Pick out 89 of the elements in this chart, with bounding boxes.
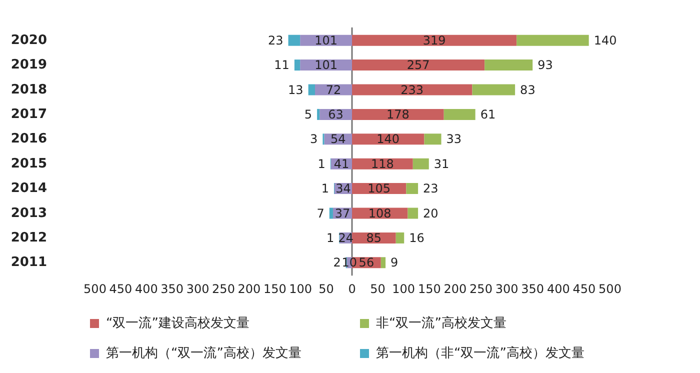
bar — [380, 257, 386, 268]
x-tick-label: 250 — [470, 282, 492, 296]
bar — [424, 134, 442, 145]
x-tick-label: 200 — [238, 282, 261, 296]
bar — [408, 208, 418, 219]
bar — [308, 84, 315, 96]
data-label: 118 — [370, 156, 394, 171]
data-label: 2 — [333, 256, 341, 270]
y-tick-label: 2012 — [10, 230, 47, 246]
data-label: 54 — [330, 132, 346, 146]
data-label: 257 — [406, 58, 430, 72]
bar — [288, 34, 300, 46]
data-label: 1 — [321, 182, 330, 196]
bar — [317, 108, 320, 120]
data-label: 233 — [400, 82, 424, 97]
data-label: 13 — [288, 82, 304, 97]
data-label: 101 — [314, 58, 338, 72]
y-tick-label: 2019 — [10, 58, 47, 73]
bar — [396, 232, 404, 244]
bar — [406, 183, 418, 194]
x-tick-label: 350 — [521, 282, 544, 296]
x-tick-label: 500 — [598, 282, 622, 296]
data-label: 3 — [310, 132, 318, 146]
x-tick-label: 0 — [348, 282, 356, 296]
y-tick-label: 2011 — [10, 255, 47, 270]
x-tick-label: 100 — [289, 282, 312, 296]
x-tick-label: 350 — [160, 282, 184, 296]
x-tick-label: 450 — [109, 282, 132, 296]
x-tick-label: 300 — [495, 282, 518, 296]
x-tick-label: 400 — [134, 282, 158, 296]
data-label: 63 — [328, 107, 344, 122]
data-label: 31 — [434, 156, 450, 171]
y-tick-label: 2020 — [10, 32, 47, 48]
x-tick-label: 100 — [392, 282, 416, 296]
data-label: 5 — [304, 107, 312, 122]
data-label: 20 — [423, 206, 438, 220]
x-tick-label: 150 — [418, 282, 441, 296]
data-label: 85 — [366, 230, 382, 245]
bar — [484, 60, 533, 71]
legend-label: “双一流”建设高校发文量 — [106, 315, 250, 332]
y-tick-label: 2014 — [10, 181, 47, 196]
data-label: 37 — [334, 206, 350, 220]
data-label: 41 — [334, 156, 350, 171]
x-tick-label: 50 — [318, 282, 334, 296]
x-tick-label: 400 — [546, 282, 570, 296]
bar — [329, 208, 333, 219]
data-label: 105 — [368, 182, 391, 196]
bar — [472, 84, 516, 96]
data-label: 83 — [520, 82, 536, 97]
data-label: 10 — [342, 256, 358, 270]
y-tick-label: 2018 — [10, 82, 47, 98]
y-tick-label: 2016 — [10, 132, 47, 147]
data-label: 319 — [422, 33, 446, 48]
data-label: 1 — [326, 230, 334, 245]
legend-label: 非“双一流”高校发文量 — [376, 315, 506, 332]
data-label: 101 — [314, 33, 338, 48]
data-label: 16 — [409, 230, 424, 245]
x-tick-label: 150 — [263, 282, 286, 296]
data-label: 7 — [316, 206, 324, 220]
y-tick-label: 2013 — [10, 206, 47, 221]
bar — [412, 158, 429, 170]
x-tick-label: 50 — [370, 282, 386, 296]
x-tick-label: 200 — [444, 282, 467, 296]
x-tick-label: 450 — [572, 282, 596, 296]
bar — [444, 108, 476, 120]
data-label: 1 — [318, 156, 326, 171]
data-label: 108 — [368, 206, 392, 220]
data-label: 140 — [376, 132, 400, 146]
data-label: 178 — [386, 107, 410, 122]
y-tick-label: 2015 — [10, 156, 47, 172]
data-label: 33 — [446, 132, 462, 146]
x-tick-label: 300 — [186, 282, 210, 296]
data-label: 23 — [268, 33, 284, 48]
data-label: 34 — [336, 182, 351, 196]
data-label: 11 — [274, 58, 290, 72]
data-label: 9 — [390, 256, 398, 270]
data-label: 61 — [480, 107, 496, 122]
data-label: 93 — [538, 58, 553, 72]
bar — [516, 34, 589, 46]
legend-label: 第一机构（非“双一流”高校）发文量 — [376, 345, 584, 362]
data-label: 72 — [326, 82, 342, 97]
bar — [294, 60, 300, 71]
data-label: 56 — [358, 256, 374, 270]
data-label: 140 — [594, 33, 617, 48]
legend-label: 第一机构（“双一流”高校）发文量 — [106, 345, 302, 362]
x-tick-label: 250 — [212, 282, 235, 296]
x-tick-label: 500 — [84, 282, 106, 296]
data-label: 23 — [423, 182, 438, 196]
y-tick-label: 2017 — [10, 106, 47, 122]
